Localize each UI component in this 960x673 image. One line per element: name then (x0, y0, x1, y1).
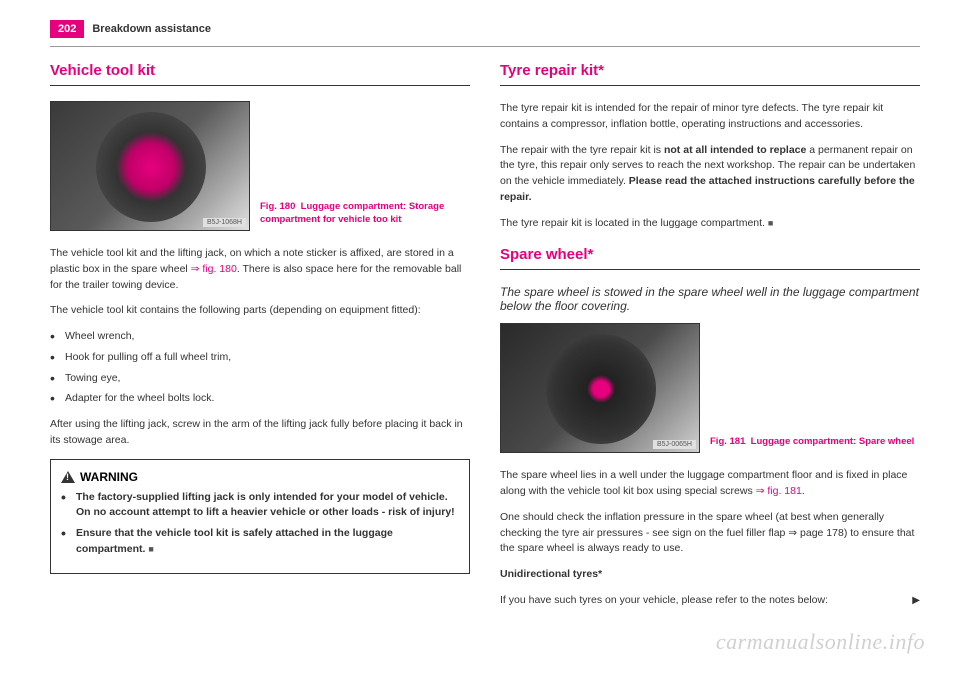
para-spare-2: One should check the inflation pressure … (500, 510, 920, 557)
page-number: 202 (50, 20, 84, 38)
caption-text: Luggage compartment: Spare wheel (751, 436, 915, 447)
figure-181: B5J-0065H Fig. 181 Luggage compartment: … (500, 323, 920, 453)
header-divider (50, 46, 920, 47)
wheel-graphic (96, 112, 206, 222)
warning-item-2: Ensure that the vehicle tool kit is safe… (61, 526, 459, 558)
right-column: Tyre repair kit* The tyre repair kit is … (500, 62, 920, 653)
para-tool-kit-2: The vehicle tool kit contains the follow… (50, 303, 470, 319)
section-divider (50, 85, 470, 86)
para-tyre-2: The repair with the tyre repair kit is n… (500, 143, 920, 206)
list-item: Wheel wrench, (50, 329, 470, 345)
section-title-spare: Spare wheel* (500, 246, 920, 263)
section-divider (500, 269, 920, 270)
tool-kit-list: Wheel wrench, Hook for pulling off a ful… (50, 329, 470, 407)
para-spare-3: If you have such tyres on your vehicle, … (500, 593, 920, 609)
image-label: B5J-0065H (653, 440, 696, 449)
section-title-tool-kit: Vehicle tool kit (50, 62, 470, 79)
section-title-tyre-kit: Tyre repair kit* (500, 62, 920, 79)
figure-181-caption: Fig. 181 Luggage compartment: Spare whee… (710, 436, 914, 453)
figure-180-image: B5J-1068H (50, 101, 250, 231)
figure-181-image: B5J-0065H (500, 323, 700, 453)
para-tyre-3: The tyre repair kit is located in the lu… (500, 216, 920, 232)
wheel-graphic (546, 334, 656, 444)
left-column: Vehicle tool kit B5J-1068H Fig. 180 Lugg… (50, 62, 470, 653)
fig-ref-181: ⇒ fig. 181 (756, 485, 802, 497)
warning-title: WARNING (80, 470, 138, 484)
caption-prefix: Fig. 180 (260, 201, 295, 212)
spare-subtitle: The spare wheel is stowed in the spare w… (500, 285, 920, 313)
image-label: B5J-1068H (203, 218, 246, 227)
warning-box: WARNING The factory-supplied lifting jac… (50, 459, 470, 574)
list-item: Hook for pulling off a full wheel trim, (50, 350, 470, 366)
warning-header: WARNING (61, 470, 459, 484)
watermark: carmanualsonline.info (716, 629, 925, 655)
section-divider (500, 85, 920, 86)
end-marker: ■ (148, 544, 153, 554)
unidir-heading: Unidirectional tyres* (500, 567, 920, 583)
warning-item-1: The factory-supplied lifting jack is onl… (61, 490, 459, 522)
list-item: Adapter for the wheel bolts lock. (50, 391, 470, 407)
figure-180-caption: Fig. 180 Luggage compartment: Storage co… (260, 201, 470, 231)
caption-prefix: Fig. 181 (710, 436, 745, 447)
para-spare-1: The spare wheel lies in a well under the… (500, 468, 920, 500)
fig-ref-180: ⇒ fig. 180 (191, 263, 237, 275)
end-marker: ■ (768, 218, 773, 228)
continue-arrow-icon: ▶ (912, 593, 920, 608)
content-columns: Vehicle tool kit B5J-1068H Fig. 180 Lugg… (50, 62, 920, 653)
header-title: Breakdown assistance (92, 23, 211, 35)
para-tool-kit-1: The vehicle tool kit and the lifting jac… (50, 246, 470, 293)
para-tool-kit-3: After using the lifting jack, screw in t… (50, 417, 470, 449)
list-item: Towing eye, (50, 371, 470, 387)
figure-180: B5J-1068H Fig. 180 Luggage compartment: … (50, 101, 470, 231)
page: 202 Breakdown assistance Vehicle tool ki… (0, 0, 960, 673)
para-tyre-1: The tyre repair kit is intended for the … (500, 101, 920, 133)
page-header: 202 Breakdown assistance (50, 20, 920, 38)
warning-icon (61, 471, 75, 483)
